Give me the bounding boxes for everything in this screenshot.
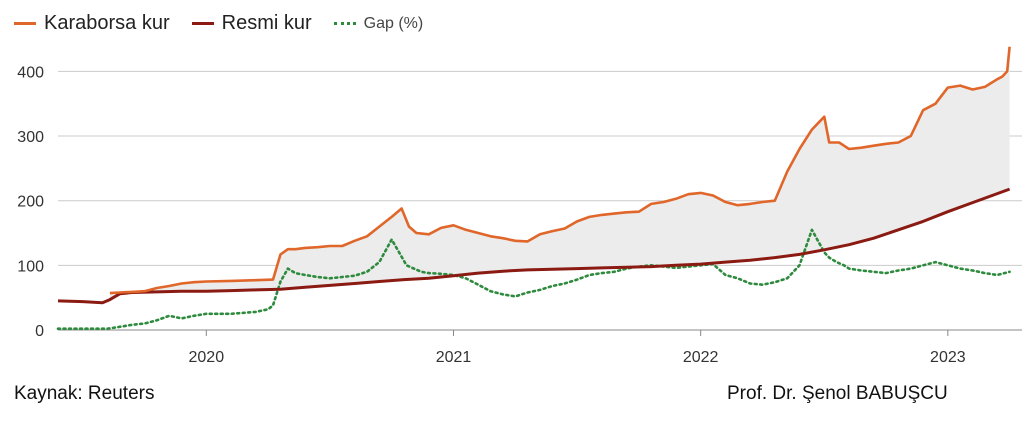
legend-swatch-karaborsa: [14, 22, 36, 25]
legend: Karaborsa kur Resmi kur Gap (%): [14, 12, 423, 35]
x-tick-label: 2020: [189, 349, 225, 366]
legend-label-gap: Gap (%): [363, 14, 424, 32]
series-lines: [56, 46, 1011, 330]
y-tick-label: 100: [17, 258, 44, 275]
legend-label-resmi: Resmi kur: [221, 12, 312, 34]
legend-item-karaborsa: Karaborsa kur: [14, 12, 170, 35]
source-note: Kaynak: Reuters: [14, 383, 155, 404]
series-line-karaborsa: [109, 46, 1011, 295]
legend-swatch-resmi: [191, 22, 214, 25]
legend-item-resmi: Resmi kur: [191, 12, 312, 35]
x-tick-label: 2023: [930, 349, 966, 366]
legend-label-karaborsa: Karaborsa kur: [44, 12, 170, 34]
tick-labels: 0 100 200 300 400 2020 2021 2022 2023: [17, 64, 965, 366]
series-line-gap: [56, 228, 1011, 330]
gap-shaded-area: [109, 46, 1010, 300]
y-tick-label: 200: [17, 194, 44, 211]
legend-swatch-gap: [333, 22, 356, 25]
x-tick-label: 2021: [436, 349, 472, 366]
legend-item-gap: Gap (%): [333, 14, 424, 33]
x-tick-label: 2022: [683, 349, 719, 366]
y-tick-label: 0: [35, 323, 44, 340]
y-tick-label: 400: [17, 64, 44, 81]
y-tick-label: 300: [17, 129, 44, 146]
series-line-resmi: [57, 187, 1011, 305]
author-credit: Prof. Dr. Şenol BABUŞCU: [727, 383, 948, 404]
